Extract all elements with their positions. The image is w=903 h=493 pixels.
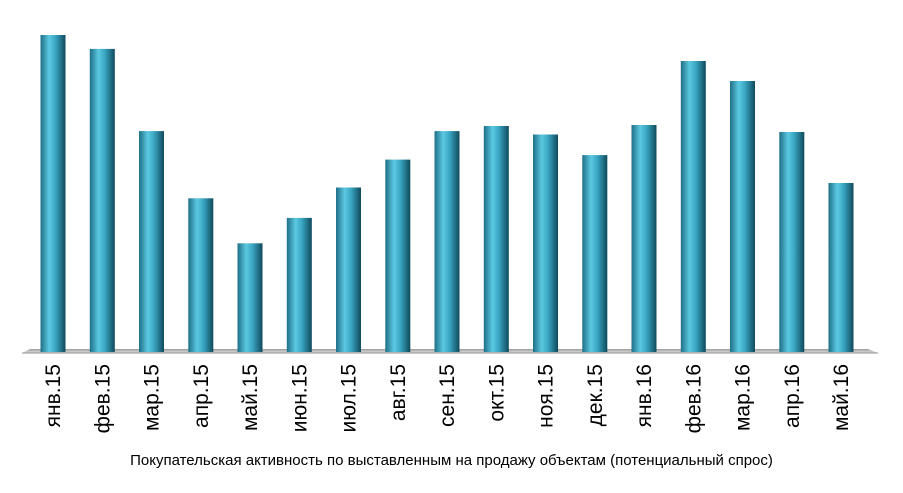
- x-tick-label: июл.15: [338, 364, 361, 432]
- x-tick-label: дек.15: [584, 364, 607, 426]
- x-tick-label: сен.15: [436, 364, 459, 427]
- x-tick-label: апр.16: [781, 364, 804, 428]
- bar-фев.15: [89, 48, 115, 353]
- bar-дек.15: [582, 155, 608, 352]
- x-tick-labels: янв.15 фев.15 мар.15 апр.15 май.15 июн.15 июл.…: [42, 364, 853, 433]
- x-tick-label: авг.15: [387, 364, 410, 421]
- bar-май.16: [828, 183, 854, 352]
- bar-окт.15: [483, 126, 509, 352]
- bar-сен.15: [434, 131, 460, 352]
- bar-янв.16: [631, 125, 657, 352]
- bar-май.15: [237, 243, 263, 352]
- x-tick-label: фев.15: [91, 364, 114, 433]
- bar-мар.15: [139, 131, 164, 352]
- bar-ноя.15: [533, 134, 558, 352]
- bar-июл.15: [336, 187, 361, 352]
- bar-фев.16: [680, 61, 706, 352]
- x-tick-label: апр.15: [190, 364, 213, 428]
- x-tick-label: май.16: [830, 364, 853, 431]
- x-tick-label: мар.16: [732, 364, 755, 431]
- bar-июн.15: [286, 217, 312, 352]
- x-tick-label: янв.16: [633, 364, 656, 427]
- bar-янв.15: [40, 35, 66, 352]
- bar-авг.15: [385, 159, 411, 352]
- bars-group: [40, 35, 854, 353]
- x-axis-title: Покупательская активность по выставленны…: [130, 452, 773, 469]
- x-tick-label: янв.15: [42, 364, 65, 427]
- bar-апр.16: [779, 132, 805, 352]
- x-tick-label: окт.15: [485, 364, 508, 422]
- x-tick-label: ноя.15: [535, 364, 558, 428]
- x-tick-label: июн.15: [288, 364, 311, 432]
- x-tick-label: фев.16: [682, 364, 705, 433]
- bar-мар.16: [730, 81, 755, 352]
- bar-апр.15: [188, 198, 214, 352]
- x-tick-label: мар.15: [141, 364, 164, 431]
- x-tick-label: май.15: [239, 364, 262, 431]
